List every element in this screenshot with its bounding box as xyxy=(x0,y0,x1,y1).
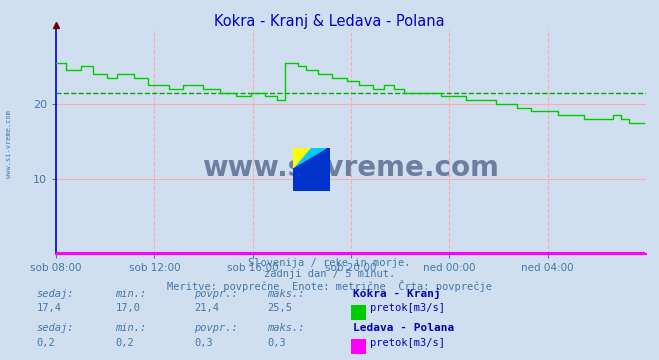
Text: 0,2: 0,2 xyxy=(115,338,134,348)
Text: Slovenija / reke in morje.: Slovenija / reke in morje. xyxy=(248,258,411,269)
Text: min.:: min.: xyxy=(115,289,146,299)
Polygon shape xyxy=(293,148,330,191)
Text: sedaj:: sedaj: xyxy=(36,323,74,333)
Text: www.si-vreme.com: www.si-vreme.com xyxy=(5,110,12,178)
Text: Ledava - Polana: Ledava - Polana xyxy=(353,323,454,333)
Text: povpr.:: povpr.: xyxy=(194,289,238,299)
Text: 0,3: 0,3 xyxy=(194,338,213,348)
Text: 17,4: 17,4 xyxy=(36,303,61,314)
Text: Meritve: povprečne  Enote: metrične  Črta: povprečje: Meritve: povprečne Enote: metrične Črta:… xyxy=(167,280,492,292)
Text: zadnji dan / 5 minut.: zadnji dan / 5 minut. xyxy=(264,269,395,279)
Text: pretok[m3/s]: pretok[m3/s] xyxy=(370,303,445,314)
Text: sedaj:: sedaj: xyxy=(36,289,74,299)
Polygon shape xyxy=(293,148,330,169)
Text: povpr.:: povpr.: xyxy=(194,323,238,333)
Text: maks.:: maks.: xyxy=(267,323,304,333)
Text: 0,3: 0,3 xyxy=(267,338,285,348)
Text: 0,2: 0,2 xyxy=(36,338,55,348)
Text: 21,4: 21,4 xyxy=(194,303,219,314)
Text: 25,5: 25,5 xyxy=(267,303,292,314)
Text: Kokra - Kranj & Ledava - Polana: Kokra - Kranj & Ledava - Polana xyxy=(214,14,445,30)
Text: maks.:: maks.: xyxy=(267,289,304,299)
Text: www.si-vreme.com: www.si-vreme.com xyxy=(202,154,500,182)
Polygon shape xyxy=(293,148,312,169)
Text: min.:: min.: xyxy=(115,323,146,333)
Text: pretok[m3/s]: pretok[m3/s] xyxy=(370,338,445,348)
Text: Kokra - Kranj: Kokra - Kranj xyxy=(353,288,440,299)
Text: 17,0: 17,0 xyxy=(115,303,140,314)
Polygon shape xyxy=(293,169,330,191)
